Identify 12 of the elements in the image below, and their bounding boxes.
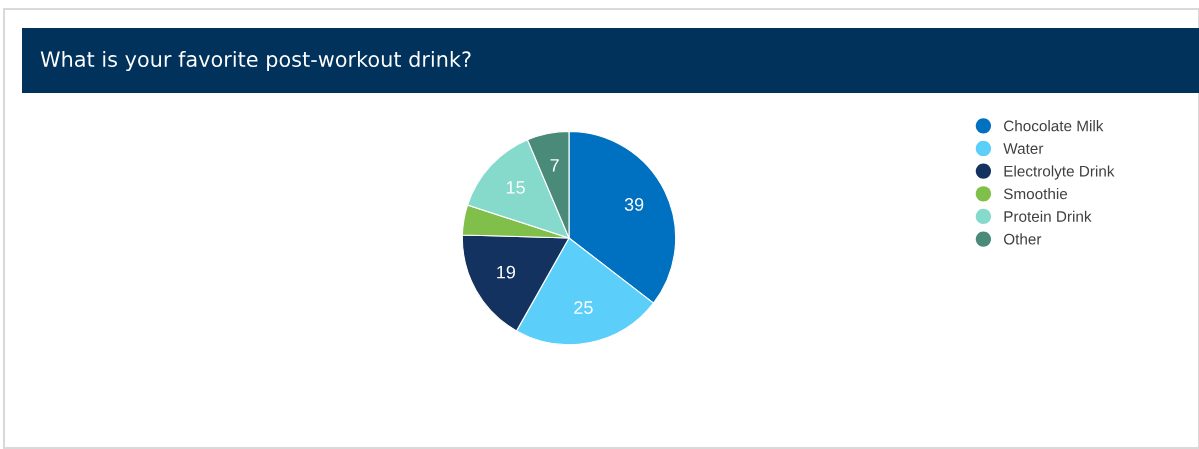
legend-label: Chocolate Milk	[1004, 120, 1104, 132]
text: What is your favorite post-workout drink?	[40, 50, 471, 72]
data-label: 15	[506, 181, 525, 194]
data-label: 7	[550, 159, 559, 172]
legend-label: Protein Drink	[1004, 210, 1092, 222]
data-label: 19	[497, 265, 516, 279]
legend-label: Electrolyte Drink	[1004, 165, 1115, 180]
legend-label: Smoothie	[1003, 188, 1068, 200]
data-label: 39	[624, 198, 644, 211]
legend-label: Water	[1003, 143, 1044, 154]
legend-label: Other	[1003, 233, 1042, 245]
data-label: 25	[574, 301, 593, 314]
